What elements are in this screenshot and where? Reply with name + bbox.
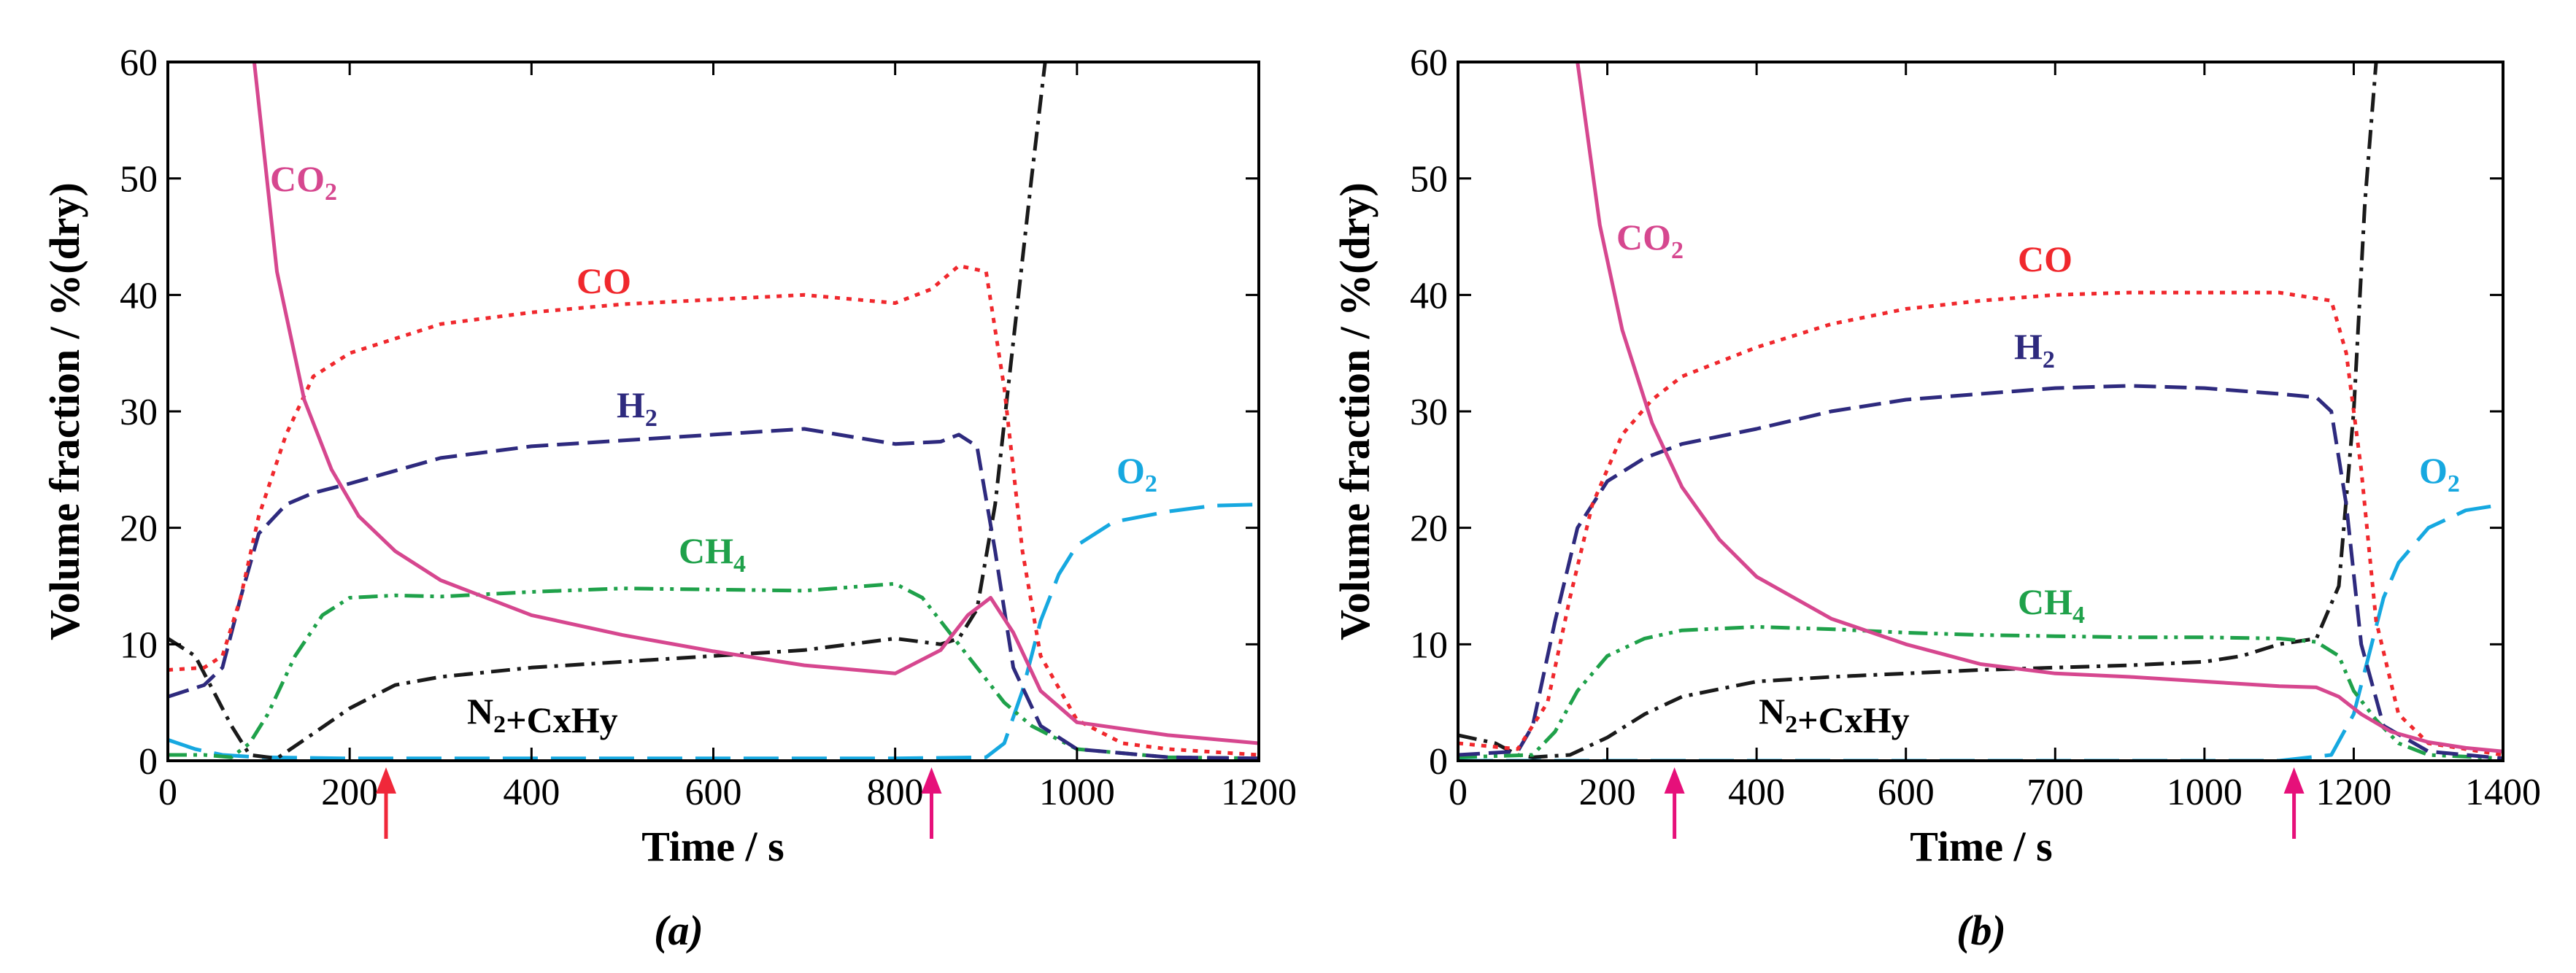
chart-panel-b: 0 200 400 600 700 1000 1200 1400 0 10 20 30 40 50 60 C… [1331, 42, 2541, 954]
arrows-b [1664, 767, 2305, 839]
series-line-co2 [1576, 62, 2503, 753]
series-line-co2 [252, 62, 1259, 745]
marker-arrow-head [376, 767, 396, 794]
y-tick-label: 50 [120, 159, 158, 201]
x-axis-title-a: Time / s [641, 823, 784, 870]
series-label-h2: H2 [617, 384, 658, 432]
y-tick-label: 10 [1410, 624, 1448, 666]
series-line-n2cxhy [168, 62, 1047, 761]
y-tick-label: 0 [139, 741, 158, 783]
plot-frame-a [166, 61, 1260, 762]
series-label-co: CO [576, 260, 631, 301]
y-tick-label: 30 [120, 392, 158, 433]
y-tick-label: 10 [120, 624, 158, 666]
series-label-h2: H2 [2014, 326, 2055, 373]
series-label-co2: CO2 [270, 158, 337, 206]
series-line-o2 [1458, 503, 2503, 761]
x-tick-label: 400 [503, 772, 560, 813]
x-tick-label: 400 [1728, 772, 1785, 813]
ticks-a: 0 200 400 600 800 1000 1200 0 10 20 30 40 50 60 [120, 42, 1297, 813]
subfigure-caption-a: (a) [654, 907, 703, 954]
x-tick-label: 0 [1449, 772, 1468, 813]
subfigure-caption-b: (b) [1956, 907, 2006, 954]
x-tick-label: 600 [685, 772, 742, 813]
series-label-n2cxhy: N2+CxHy [1759, 691, 1910, 740]
x-tick-label: 200 [1579, 772, 1636, 813]
y-tick-label: 30 [1410, 392, 1448, 433]
series-label-ch4: CH4 [2018, 581, 2085, 629]
y-tick-label: 60 [1410, 42, 1448, 84]
marker-arrow-head [2283, 767, 2305, 794]
y-tick-label: 40 [1410, 275, 1448, 317]
marker-arrow-head [921, 767, 942, 794]
x-tick-label: 1000 [1039, 772, 1115, 813]
x-tick-label: 200 [321, 772, 378, 813]
y-axis-title-b: Volume fraction / %(dry) [1331, 182, 1378, 640]
x-tick-label: 1200 [2315, 772, 2391, 813]
series-line-ch4 [1458, 624, 2503, 761]
series-label-o2: O2 [2419, 450, 2460, 497]
series-line-h2 [1458, 384, 2503, 761]
series-label-co: CO [2018, 239, 2072, 279]
series-label-o2: O2 [1117, 450, 1157, 497]
arrows-a [376, 767, 942, 839]
x-tick-label: 0 [158, 772, 177, 813]
series-labels-b: CO2 CO H2 CH4 N2+CxHy O2 [1616, 217, 2460, 740]
series-group-a [168, 62, 1259, 761]
x-tick-label: 800 [867, 772, 924, 813]
x-axis-title-b: Time / s [1910, 823, 2053, 870]
x-tick-label: 1400 [2465, 772, 2541, 813]
x-tick-label: 600 [1878, 772, 1935, 813]
series-group-b [1458, 62, 2503, 761]
y-tick-label: 40 [120, 275, 158, 317]
series-line-ch4 [168, 581, 1259, 761]
series-line-co [1458, 290, 2503, 757]
y-tick-label: 0 [1429, 741, 1448, 783]
y-tick-label: 20 [1410, 508, 1448, 550]
plot-frame-b [1457, 61, 2504, 762]
ticks-b: 0 200 400 600 700 1000 1200 1400 0 10 20 30 40 50 60 [1410, 42, 2541, 813]
y-tick-label: 60 [120, 42, 158, 84]
series-line-co [168, 263, 1259, 757]
y-tick-label: 20 [120, 508, 158, 550]
y-axis-title-a: Volume fraction / %(dry) [41, 182, 88, 640]
x-tick-label: 700 [2027, 772, 2083, 813]
series-label-n2cxhy: N2+CxHy [467, 691, 618, 740]
marker-arrow-head [1664, 767, 1685, 794]
series-line-n2cxhy [1458, 62, 2378, 759]
series-labels-a: CO2 CO H2 CH4 N2+CxHy O2 [270, 158, 1157, 740]
y-tick-label: 50 [1410, 159, 1448, 201]
x-tick-label: 1000 [2167, 772, 2243, 813]
x-tick-label: 1200 [1221, 772, 1297, 813]
series-line-o2 [168, 503, 1259, 761]
series-label-co2: CO2 [1616, 217, 1684, 264]
series-label-ch4: CH4 [679, 530, 746, 578]
series-line-h2 [168, 427, 1259, 761]
